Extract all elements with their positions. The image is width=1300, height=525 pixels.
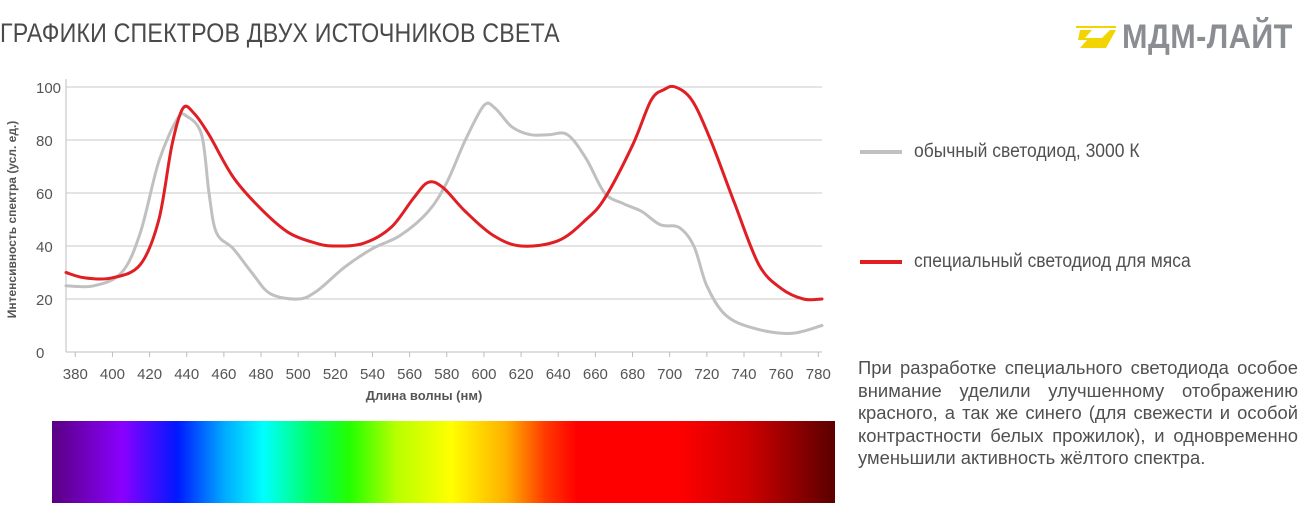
x-tick-label: 540	[360, 366, 385, 383]
brand-logo: МДМ-ЛАЙТ ®	[1076, 18, 1300, 57]
series-line-standard-led	[64, 101, 824, 335]
legend-item-standard-led: обычный светодиод, 3000 К	[860, 141, 1159, 163]
legend-swatch-standard	[860, 150, 902, 154]
x-tick-label: 580	[434, 366, 459, 383]
spectrum-chart: 0 20 40 60 80 100 380 400 420 440 460 480 500 520 540 5…	[5, 79, 831, 403]
x-tick-label: 440	[174, 366, 199, 383]
x-tick-label: 720	[694, 366, 719, 383]
x-tick-label: 500	[286, 366, 311, 383]
legend-label-standard: обычный светодиод, 3000 К	[914, 141, 1140, 162]
y-tick-label: 40	[36, 239, 53, 256]
logo-text: МДМ-ЛАЙТ	[1122, 18, 1293, 56]
x-tick-label: 780	[806, 366, 831, 383]
series-line-meat-led	[64, 84, 824, 302]
y-tick-label: 60	[36, 186, 53, 203]
x-tick-label: 560	[397, 366, 422, 383]
y-tick-label: 0	[36, 345, 44, 362]
x-tick-label: 380	[63, 366, 88, 383]
y-tick-label: 80	[36, 133, 53, 150]
x-tick-label: 480	[249, 366, 274, 383]
x-tick-label: 700	[657, 366, 682, 383]
y-tick-label: 100	[36, 80, 61, 97]
x-tick-label: 760	[769, 366, 794, 383]
x-tick-label: 740	[731, 366, 756, 383]
x-tick-label: 600	[471, 366, 496, 383]
x-tick-label: 640	[546, 366, 571, 383]
x-axis-title: Длина волны (нм)	[366, 388, 483, 403]
y-axis-title: Интенсивность спектра (усл. ед.)	[5, 121, 19, 319]
x-tick-label: 680	[620, 366, 645, 383]
x-tick-label: 420	[137, 366, 162, 383]
legend-swatch-meat	[860, 260, 902, 264]
x-tick-label: 400	[100, 366, 125, 383]
legend-item-meat-led: специальный светодиод для мяса	[860, 251, 1215, 273]
description-note: При разработке специального светодиода о…	[858, 357, 1298, 469]
logo-mark-icon	[1076, 25, 1116, 48]
x-tick-label: 460	[211, 366, 236, 383]
x-tick-label: 620	[509, 366, 534, 383]
chart-title: ГРАФИКИ СПЕКТРОВ ДВУХ ИСТОЧНИКОВ СВЕТА	[0, 18, 560, 48]
x-tick-label: 660	[583, 366, 608, 383]
x-tick-label: 520	[323, 366, 348, 383]
visible-spectrum-bar	[52, 421, 835, 503]
y-tick-label: 20	[36, 292, 53, 309]
legend-label-meat: специальный светодиод для мяса	[914, 251, 1191, 272]
